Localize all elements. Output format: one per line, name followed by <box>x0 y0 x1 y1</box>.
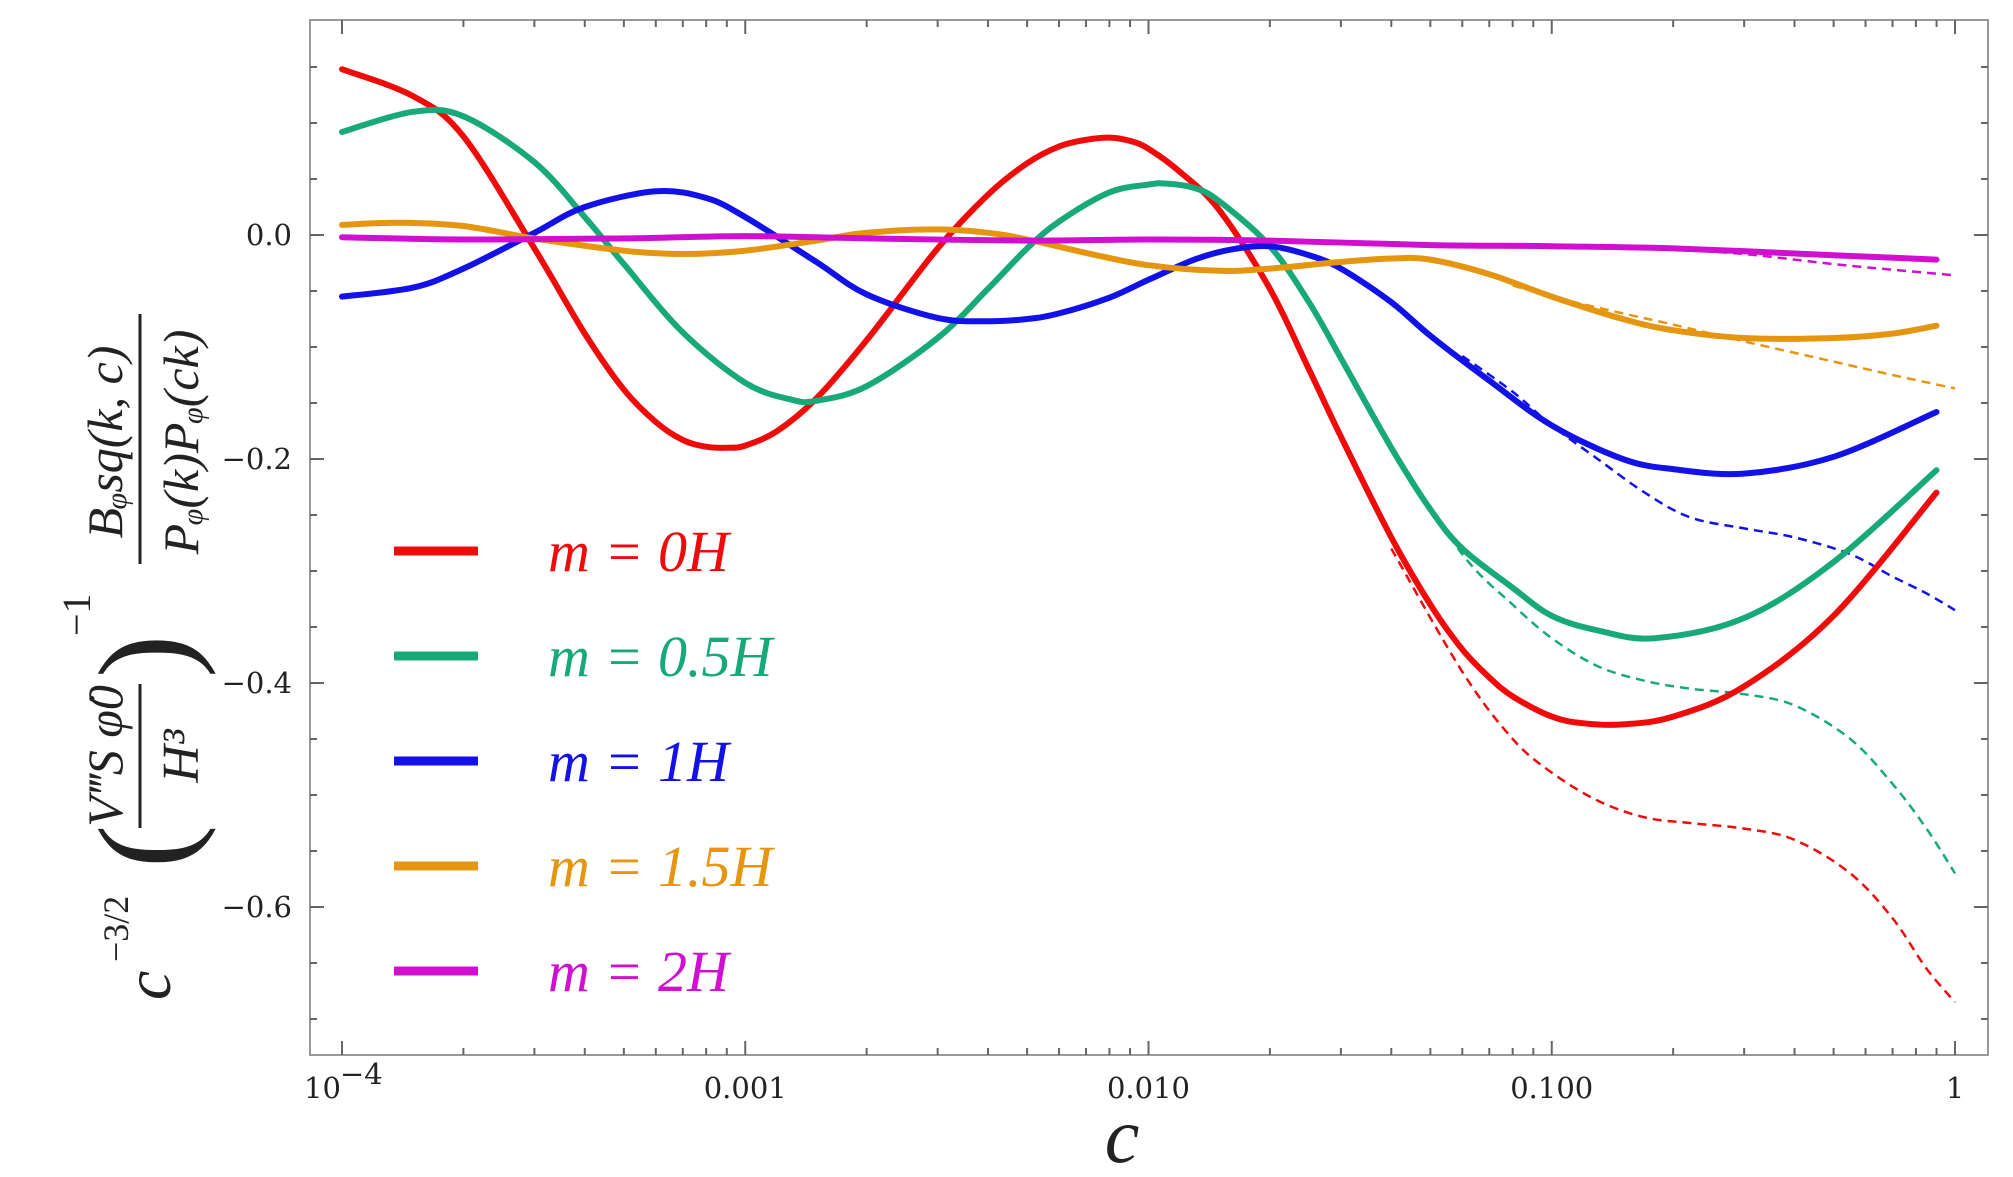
solid-curves <box>339 66 1940 728</box>
legend: m = 0H m = 0.5H m = 1H m = 1.5H m = 2H <box>394 519 776 1004</box>
y-tick-label: −0.2 <box>222 442 292 476</box>
legend-label: m = 1.5H <box>548 834 776 899</box>
x-axis-label: c <box>1105 1092 1140 1177</box>
legend-label: m = 0H <box>548 519 732 584</box>
y-label-paren-numerator: V‴S φ̇0 <box>77 685 133 827</box>
axis-ticks <box>310 20 1988 1055</box>
x-tick-label: 0.010 <box>1107 1071 1190 1105</box>
legend-label: m = 1H <box>548 729 732 794</box>
y-label-right-paren: ) <box>73 635 217 678</box>
y-tick-label: 0.0 <box>246 218 292 252</box>
series-line <box>339 66 1940 728</box>
series-line <box>339 187 1940 478</box>
y-label-paren-exponent: −1 <box>54 593 99 636</box>
y-label-fraction-denominator: Pᵩ(k)Pᵩ(ck) <box>153 330 209 556</box>
dashed-series-line <box>1390 447 1957 875</box>
y-label-left-paren: ( <box>73 825 217 868</box>
x-tick-label: 1 <box>1946 1071 1964 1105</box>
x-tick-label: 10 <box>304 1071 341 1105</box>
x-tick-label: 0.001 <box>704 1071 787 1105</box>
y-label-factor: c <box>112 971 185 1000</box>
y-label-factor-exponent: −3/2 <box>96 896 136 962</box>
dashed-curves <box>1390 248 1957 1004</box>
series-line <box>339 219 1940 342</box>
y-axis-label: c −3/2 ( V‴S φ̇0 H³ ) −1 Bᵩsq(k, c) Pᵩ(k… <box>54 314 217 1000</box>
dashed-series-line <box>1390 547 1956 1004</box>
x-tick-label: 0.100 <box>1510 1071 1593 1105</box>
tick-labels: 10 −4 0.001 0.010 0.100 1 0.0 −0.2 −0.4 −0.6 <box>222 218 1965 1105</box>
series-line <box>339 106 1940 642</box>
legend-label: m = 0.5H <box>548 624 776 689</box>
y-tick-label: −0.6 <box>222 890 292 924</box>
series-line <box>339 233 1940 263</box>
y-tick-label: −0.4 <box>222 666 292 700</box>
y-label-fraction-numerator: Bᵩsq(k, c) <box>77 346 133 539</box>
y-label-paren-denominator: H³ <box>153 728 210 784</box>
dashed-series-line <box>1461 354 1956 612</box>
x-tick-label-exponent: −4 <box>340 1057 383 1091</box>
legend-label: m = 2H <box>548 939 732 1004</box>
